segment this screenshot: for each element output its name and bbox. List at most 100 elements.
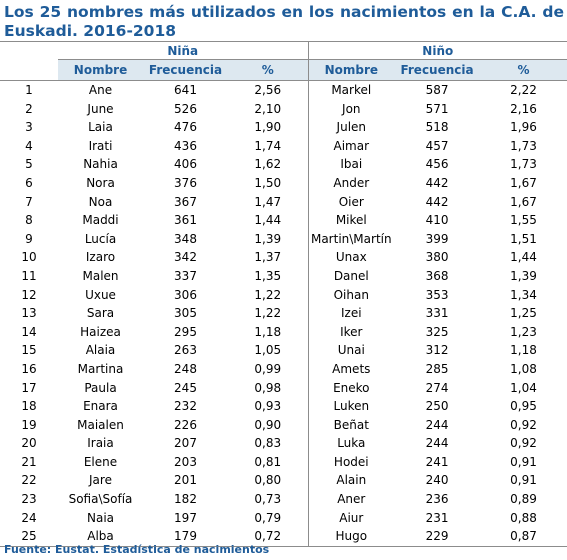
table-row: 20 Iraia 207 0,83 Luka 244 0,92 bbox=[0, 434, 567, 453]
boy-frequency-cell: 399 bbox=[425, 231, 449, 246]
table-row: 10 Izaro 342 1,37 Unax 380 1,44 bbox=[0, 248, 567, 267]
boy-frequency-cell: 442 bbox=[425, 175, 449, 190]
girl-percent-cell: 1,74 bbox=[254, 138, 282, 153]
boy-name-cell: Luken bbox=[307, 397, 395, 416]
boy-percent-cell: 2,22 bbox=[510, 83, 537, 97]
header-nino: Niño bbox=[307, 41, 567, 60]
girl-frequency-cell: 226 bbox=[174, 417, 197, 432]
boy-percent-cell: 0,89 bbox=[510, 492, 537, 507]
header-blank-cell bbox=[0, 41, 58, 60]
girl-frequency-cell: 263 bbox=[174, 343, 197, 358]
table-row: 14 Haizea 295 1,18 Iker 325 1,23 bbox=[0, 322, 567, 342]
girl-frequency-cell: 203 bbox=[174, 454, 197, 469]
girl-percent-cell: 0,93 bbox=[254, 399, 282, 414]
rank-cell: 18 bbox=[21, 399, 37, 414]
boy-percent-cell: 1,44 bbox=[510, 250, 537, 265]
girl-name-cell: Noa bbox=[88, 194, 113, 209]
girl-frequency-cell: 436 bbox=[174, 138, 197, 153]
boy-frequency-cell: 456 bbox=[425, 157, 449, 172]
col-header-pct-nino: % bbox=[480, 59, 567, 81]
boy-percent-cell: 0,91 bbox=[510, 473, 537, 488]
girl-percent-cell: 1,18 bbox=[254, 324, 282, 339]
girl-name-cell: Nahia bbox=[83, 157, 118, 172]
rank-cell: 24 bbox=[21, 510, 37, 525]
boy-name-cell: Mikel bbox=[307, 211, 395, 230]
boy-percent-cell: 1,34 bbox=[510, 287, 537, 302]
girl-frequency-cell: 406 bbox=[174, 157, 197, 172]
girl-name-cell: Ane bbox=[88, 83, 113, 97]
table-row: 11 Malen 337 1,35 Danel 368 1,39 bbox=[0, 266, 567, 286]
table-row: 8 Maddi 361 1,44 Mikel 410 1,55 bbox=[0, 211, 567, 230]
boy-name-cell: Aimar bbox=[307, 136, 395, 156]
rank-cell: 1 bbox=[25, 83, 33, 97]
boy-percent-cell: 1,04 bbox=[510, 380, 537, 395]
boy-percent-cell: 1,73 bbox=[510, 138, 537, 153]
table-row: 16 Martina 248 0,99 Amets 285 1,08 bbox=[0, 359, 567, 379]
girl-name-cell: Martina bbox=[77, 361, 124, 376]
table-row: 9 Lucía 348 1,39 Martin\Martín 399 1,51 bbox=[0, 229, 567, 249]
girl-name-cell: Nora bbox=[86, 175, 115, 190]
girl-frequency-cell: 305 bbox=[174, 306, 197, 321]
page-title: Los 25 nombres más utilizados en los nac… bbox=[4, 3, 564, 40]
girl-percent-cell: 1,05 bbox=[254, 343, 282, 358]
girl-percent-cell: 0,90 bbox=[254, 417, 282, 432]
rank-cell: 17 bbox=[21, 380, 37, 395]
boy-percent-cell: 1,67 bbox=[510, 194, 537, 209]
rank-cell: 23 bbox=[21, 492, 37, 507]
boy-name-cell: Oier bbox=[307, 192, 395, 212]
girl-percent-cell: 0,80 bbox=[254, 473, 282, 488]
boy-frequency-cell: 250 bbox=[425, 399, 449, 414]
boy-frequency-cell: 231 bbox=[425, 510, 449, 525]
rank-cell: 10 bbox=[21, 250, 37, 265]
boy-percent-cell: 1,23 bbox=[510, 324, 537, 339]
col-header-frecuencia-nino: Frecuencia bbox=[394, 59, 481, 81]
girl-frequency-cell: 361 bbox=[174, 213, 197, 228]
boy-name-cell: Izei bbox=[307, 304, 395, 323]
boy-percent-cell: 1,67 bbox=[510, 175, 537, 190]
girl-percent-cell: 1,44 bbox=[254, 213, 282, 228]
boy-name-cell: Aiur bbox=[307, 508, 395, 528]
rank-cell: 15 bbox=[21, 343, 37, 358]
boy-frequency-cell: 442 bbox=[425, 194, 449, 209]
rank-cell: 14 bbox=[21, 324, 37, 339]
boy-percent-cell: 0,88 bbox=[510, 510, 537, 525]
girl-percent-cell: 0,73 bbox=[254, 492, 282, 507]
boy-frequency-cell: 274 bbox=[425, 380, 449, 395]
girl-percent-cell: 2,10 bbox=[254, 101, 282, 116]
table-row: 2 June 526 2,10 Jon 571 2,16 bbox=[0, 99, 567, 119]
boy-percent-cell: 1,08 bbox=[510, 361, 537, 376]
table-row: 22 Jare 201 0,80 Alain 240 0,91 bbox=[0, 471, 567, 491]
girl-frequency-cell: 376 bbox=[174, 175, 197, 190]
boy-name-cell: Beñat bbox=[307, 415, 395, 435]
girl-percent-cell: 0,79 bbox=[254, 510, 282, 525]
boy-frequency-cell: 410 bbox=[425, 213, 449, 228]
table-row: 5 Nahia 406 1,62 Ibai 456 1,73 bbox=[0, 155, 567, 174]
boy-name-cell: Eneko bbox=[307, 378, 395, 398]
girl-percent-cell: 1,90 bbox=[254, 120, 282, 135]
boy-name-cell: Amets bbox=[307, 359, 395, 379]
rank-cell: 2 bbox=[25, 101, 33, 116]
boy-name-cell: Unax bbox=[307, 248, 395, 267]
girl-frequency-cell: 342 bbox=[174, 250, 197, 265]
girl-frequency-cell: 306 bbox=[174, 287, 197, 302]
girl-frequency-cell: 641 bbox=[174, 83, 197, 97]
girl-frequency-cell: 348 bbox=[174, 231, 197, 246]
girl-percent-cell: 1,22 bbox=[254, 287, 282, 302]
rank-cell: 25 bbox=[0, 527, 58, 547]
girl-name-cell: Maddi bbox=[82, 213, 119, 228]
girl-name-cell: Iraia bbox=[87, 436, 114, 451]
table-row: 24 Naia 197 0,79 Aiur 231 0,88 bbox=[0, 508, 567, 528]
boy-name-cell: Aner bbox=[307, 490, 395, 509]
girl-frequency-cell: 337 bbox=[174, 268, 197, 283]
table-row: 17 Paula 245 0,98 Eneko 274 1,04 bbox=[0, 378, 567, 398]
rank-cell: 4 bbox=[25, 138, 33, 153]
rank-cell: 19 bbox=[21, 417, 37, 432]
boy-frequency-cell: 244 bbox=[425, 417, 449, 432]
girl-percent-cell: 0,81 bbox=[254, 454, 282, 469]
boy-percent-cell: 1,55 bbox=[510, 213, 537, 228]
table-row: 18 Enara 232 0,93 Luken 250 0,95 bbox=[0, 397, 567, 416]
girl-frequency-cell: 367 bbox=[174, 194, 197, 209]
boy-percent-cell: 1,18 bbox=[510, 343, 537, 358]
girl-percent-cell: 2,56 bbox=[254, 83, 282, 97]
boy-frequency-cell: 380 bbox=[425, 250, 449, 265]
